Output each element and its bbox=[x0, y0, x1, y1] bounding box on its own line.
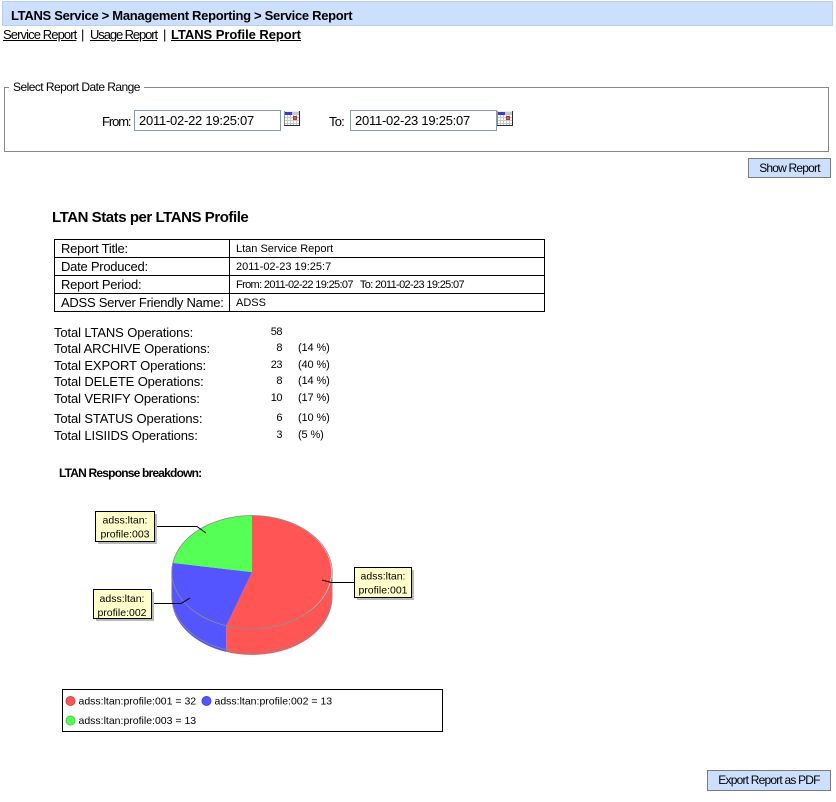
svg-text:profile:003: profile:003 bbox=[100, 528, 149, 540]
svg-text:adss:ltan:: adss:ltan: bbox=[103, 515, 148, 527]
svg-text:profile:001: profile:001 bbox=[358, 584, 407, 596]
svg-text:adss:ltan:: adss:ltan: bbox=[361, 570, 406, 582]
svg-text:profile:002: profile:002 bbox=[97, 607, 146, 619]
svg-text:adss:ltan:profile:001 = 32: adss:ltan:profile:001 = 32 bbox=[79, 696, 197, 708]
svg-text:adss:ltan:profile:003 = 13: adss:ltan:profile:003 = 13 bbox=[79, 715, 197, 727]
svg-text:adss:ltan:profile:002 = 13: adss:ltan:profile:002 = 13 bbox=[215, 696, 333, 708]
svg-text:adss:ltan:: adss:ltan: bbox=[100, 593, 145, 605]
